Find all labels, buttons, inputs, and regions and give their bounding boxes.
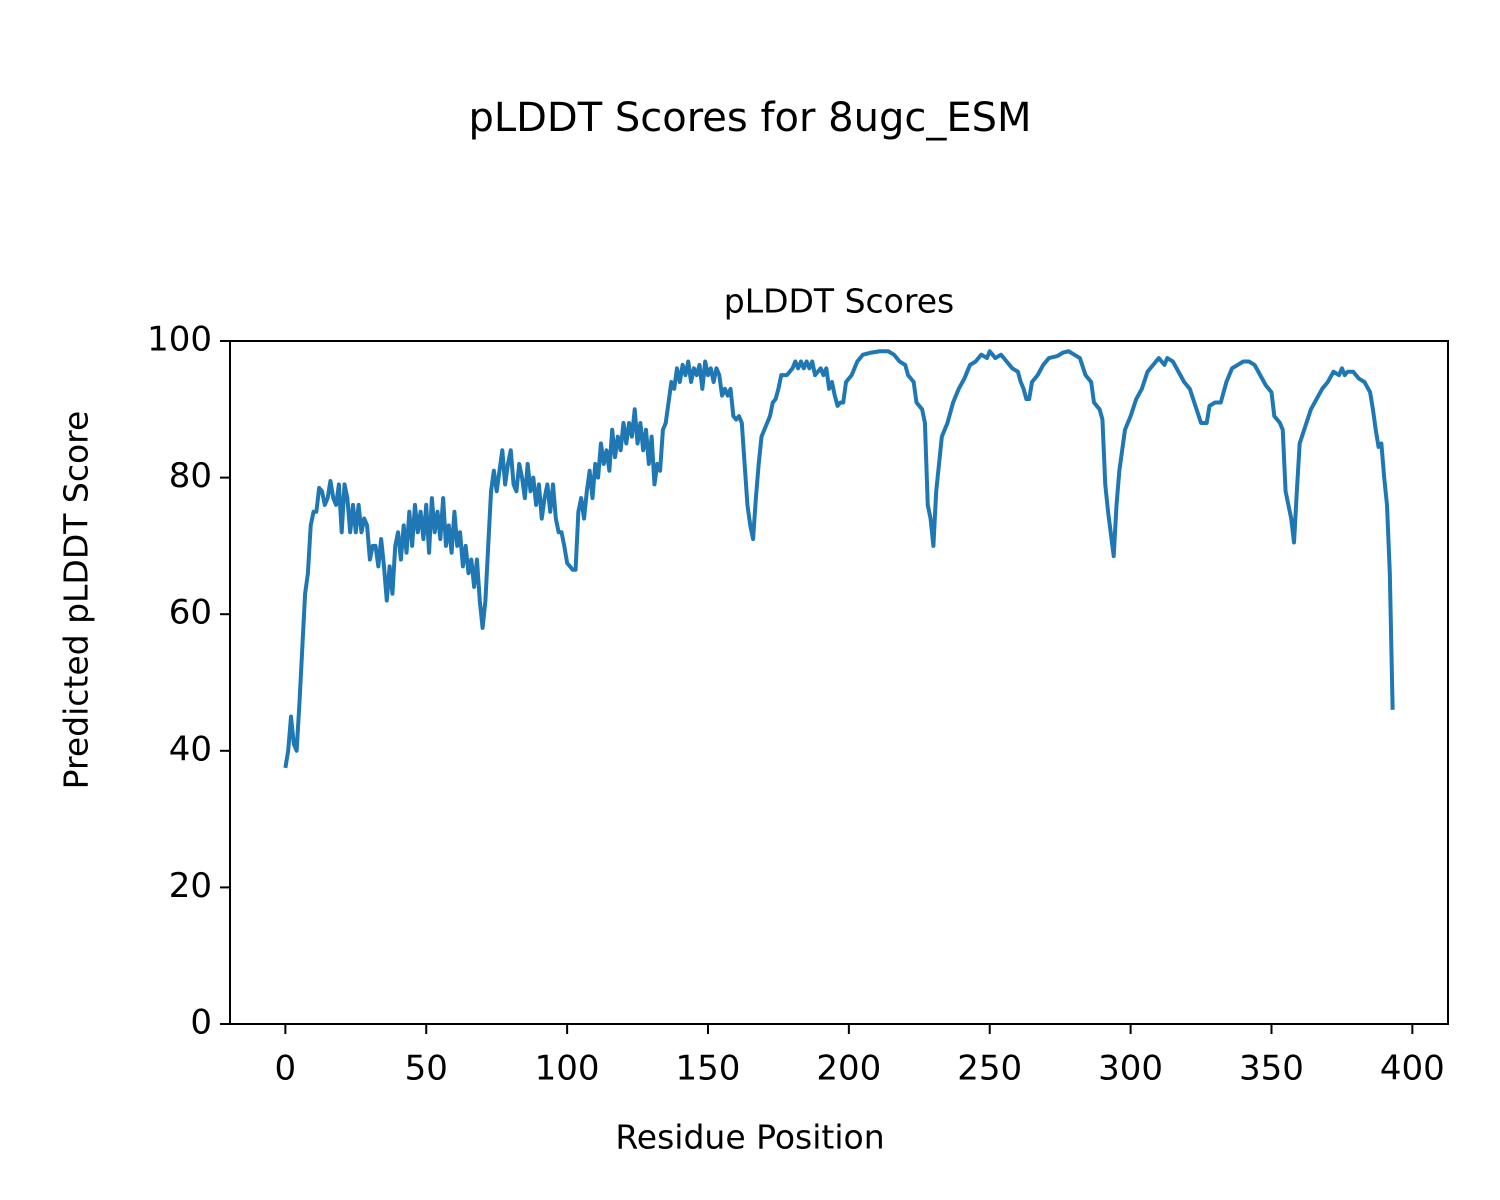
- x-tick-label: 200: [816, 1049, 881, 1089]
- x-tick-label: 250: [957, 1049, 1022, 1089]
- y-tick-label: 60: [169, 593, 212, 633]
- y-tick-label: 20: [169, 866, 212, 906]
- x-tick-label: 300: [1098, 1049, 1163, 1089]
- data-line: [283, 349, 1395, 769]
- x-tick-label: 0: [275, 1049, 297, 1089]
- y-tick-label: 0: [190, 1003, 212, 1043]
- y-tick-label: 40: [169, 729, 212, 769]
- x-tick-label: 400: [1380, 1049, 1445, 1089]
- x-tick-label: 50: [405, 1049, 448, 1089]
- x-axis-label: Residue Position: [615, 1118, 884, 1157]
- x-tick-label: 100: [535, 1049, 600, 1089]
- y-tick-label: 80: [169, 456, 212, 496]
- y-tick-label: 100: [147, 320, 212, 360]
- y-axis-label: Predicted pLDDT Score: [57, 411, 96, 790]
- figure-title: pLDDT Scores for 8ugc_ESM: [468, 95, 1031, 141]
- x-tick-label: 150: [676, 1049, 741, 1089]
- axes-title: pLDDT Scores: [724, 282, 954, 321]
- x-tick-label: 350: [1239, 1049, 1304, 1089]
- axes-frame: [229, 340, 1449, 1025]
